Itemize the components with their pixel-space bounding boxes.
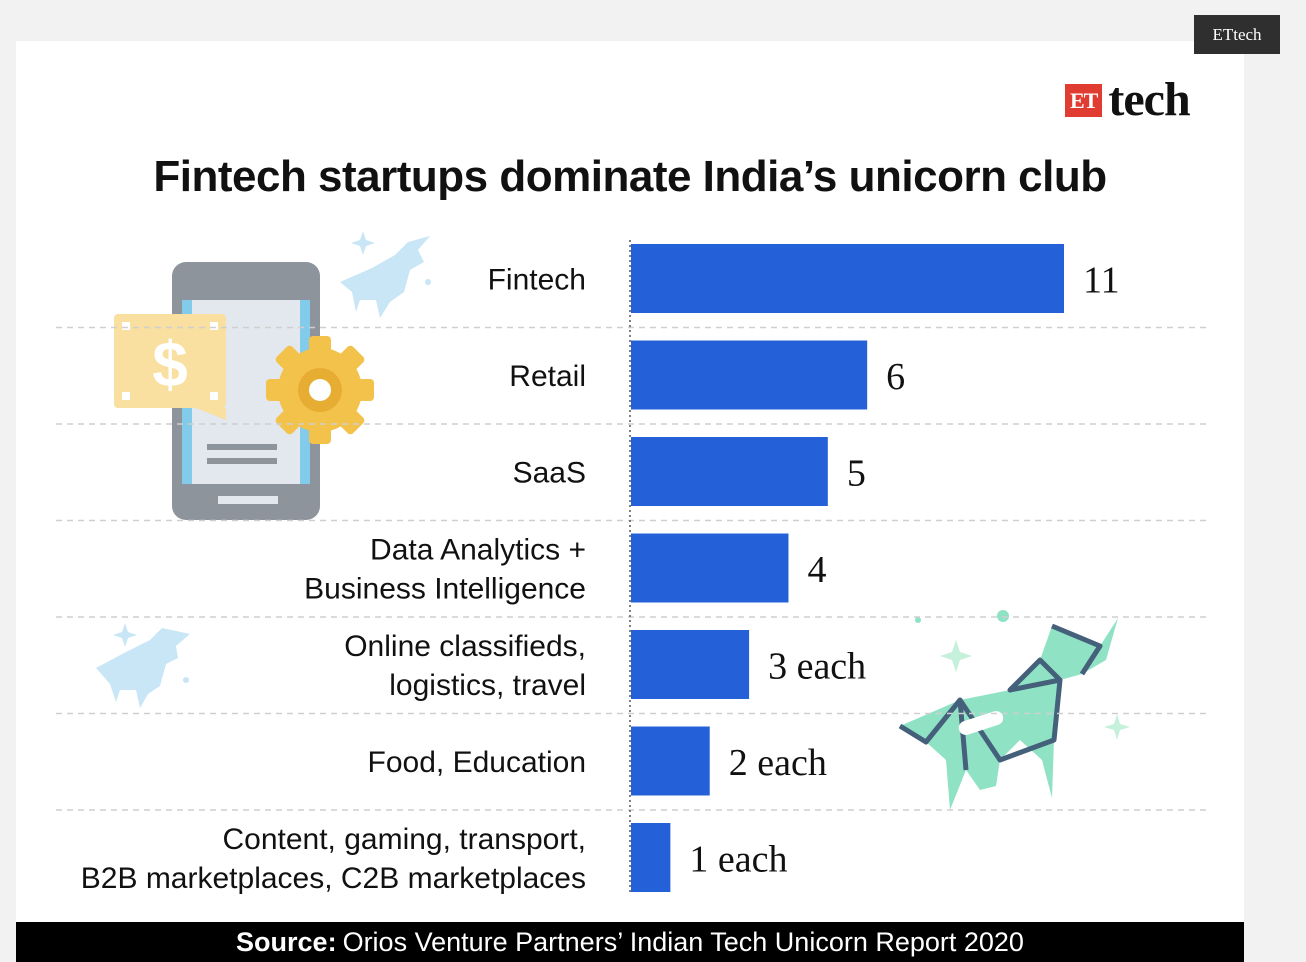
bar: [631, 437, 828, 506]
bar: [631, 244, 1064, 313]
bar-chart: $ 11 Fintech 6: [56, 231, 1206, 895]
bar: [631, 340, 868, 410]
category-label: Retail: [509, 360, 586, 393]
svg-text:$: $: [152, 328, 188, 400]
category-label-line: Food, Education: [368, 746, 586, 779]
source-label: Source:: [236, 926, 337, 957]
category-label-line: logistics, travel: [389, 669, 586, 702]
brand-logo-word: tech: [1108, 73, 1190, 126]
category-label-line: Fintech: [488, 264, 586, 297]
category-label-line: B2B marketplaces, C2B marketplaces: [81, 862, 586, 895]
brand-logo: ET tech: [1065, 73, 1191, 126]
bar: [631, 533, 789, 603]
bar-value-label: 4: [807, 549, 826, 591]
category-label: Online classifieds, logistics, travel: [344, 630, 586, 702]
bar-value-label: 1 each: [689, 839, 787, 881]
category-label: Food, Education: [368, 746, 586, 779]
category-label: SaaS: [513, 457, 586, 490]
source-text: Orios Venture Partners’ Indian Tech Unic…: [342, 926, 1024, 957]
origami-unicorn-icon: [898, 610, 1130, 810]
category-label: Fintech: [488, 264, 586, 297]
category-label-line: SaaS: [513, 457, 586, 490]
bar-value-label: 2 each: [729, 742, 827, 784]
category-label-line: Data Analytics +: [370, 534, 586, 567]
category-label-line: Online classifieds,: [344, 630, 586, 663]
category-label-line: Business Intelligence: [304, 573, 586, 606]
unicorn-icon: [96, 231, 431, 708]
source-bar: Source: Orios Venture Partners’ Indian T…: [16, 922, 1244, 962]
dollar-bill-icon: $: [114, 314, 226, 420]
brand-logo-box: ET: [1065, 83, 1103, 117]
bar-value-label: 11: [1083, 260, 1120, 302]
category-label: Content, gaming, transport, B2B marketpla…: [81, 823, 586, 895]
bar-value-label: 6: [886, 356, 905, 398]
category-label-line: Retail: [509, 360, 586, 393]
category-label-line: Content, gaming, transport,: [222, 823, 586, 856]
chart-title: Fintech startups dominate India’s unicor…: [153, 152, 1107, 201]
gear-icon: [266, 336, 374, 444]
corner-tag: ETtech: [1194, 15, 1280, 54]
bar: [631, 726, 710, 796]
category-label: Data Analytics + Business Intelligence: [304, 534, 586, 606]
bar-value-label: 3 each: [768, 646, 866, 688]
bar: [631, 630, 750, 699]
bar-value-label: 5: [847, 453, 866, 495]
bar: [631, 823, 671, 892]
